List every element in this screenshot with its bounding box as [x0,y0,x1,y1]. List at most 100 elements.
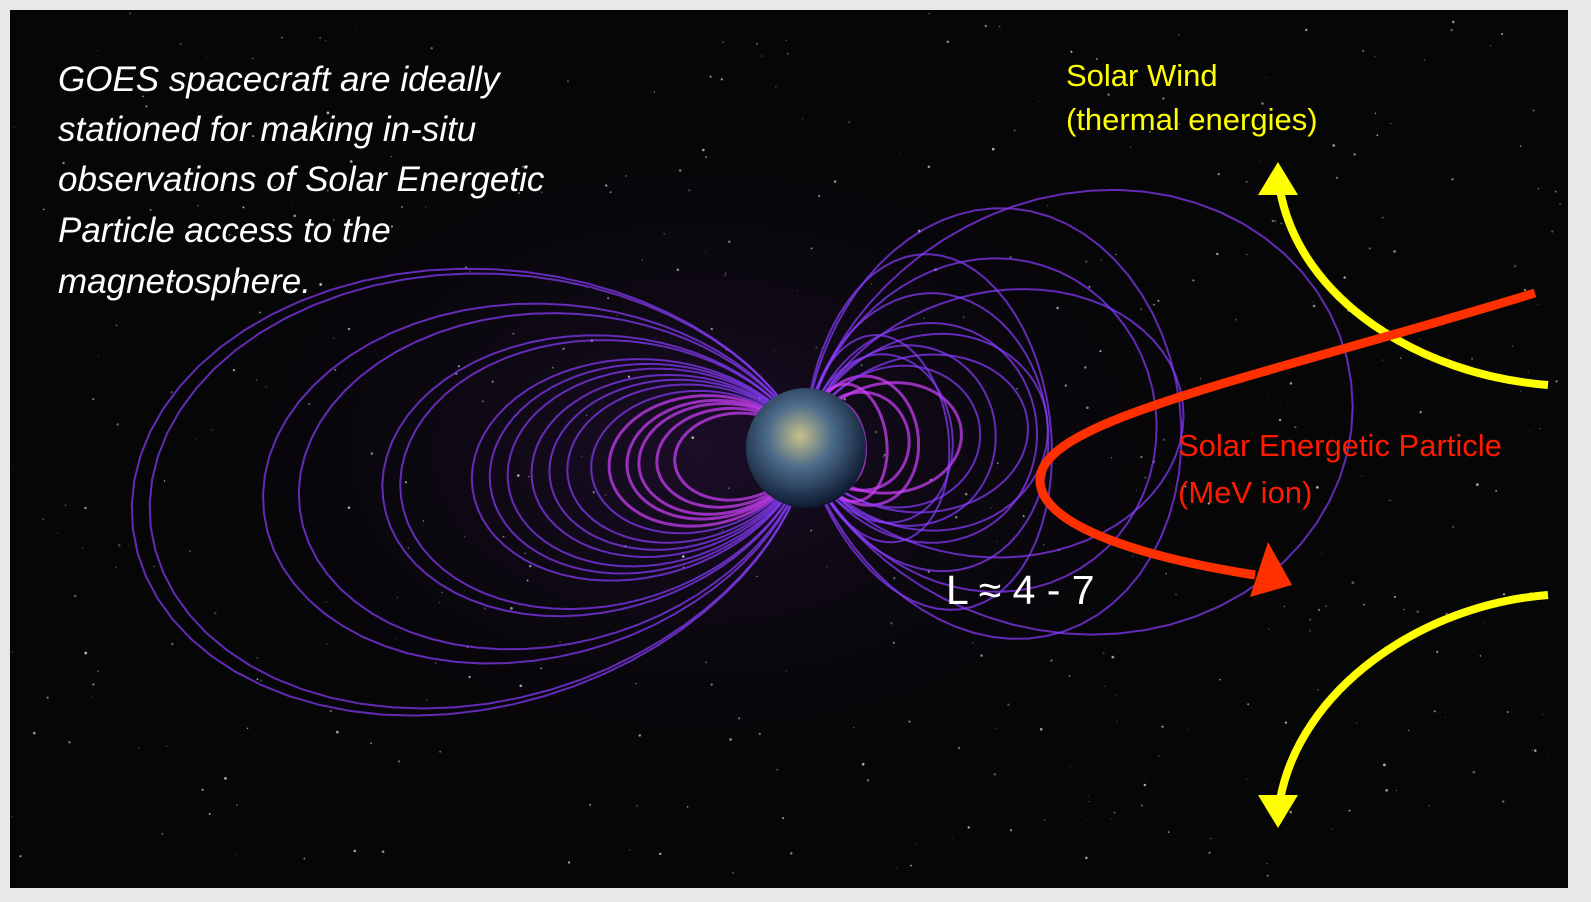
field-line [261,302,793,665]
sep-label: Solar Energetic Particle [1178,428,1502,463]
star [1312,304,1316,308]
star [985,385,987,387]
field-line [148,272,795,710]
field-line [826,390,911,492]
star [1326,793,1327,795]
star [1479,654,1482,657]
star [1356,722,1358,724]
star [1416,610,1419,613]
star [732,872,734,874]
star [32,731,36,735]
star [1144,476,1147,479]
star [996,541,998,543]
star [347,327,351,331]
star [526,579,529,582]
field-line [820,288,1185,559]
star [1325,605,1328,608]
star [19,855,22,858]
star [236,511,238,513]
star [629,849,631,851]
star [334,368,337,371]
star [1472,770,1476,774]
star [468,675,471,679]
star [325,601,327,603]
star [1069,765,1071,767]
star [404,481,408,484]
star [1088,796,1090,798]
field-line [548,378,784,551]
star [705,156,708,159]
star [654,286,655,288]
solar-wind-label: (thermal energies) [1066,102,1318,137]
star [1085,856,1088,860]
star [1542,713,1544,715]
star [231,293,233,296]
star [188,161,190,163]
star [1016,387,1018,390]
field-line [297,312,793,651]
star [723,99,725,100]
star [13,126,15,128]
star [755,42,758,45]
star [709,75,712,78]
star [1294,425,1297,429]
field-line [812,292,1050,573]
field-line [590,389,781,535]
star [252,135,255,138]
star [1385,789,1388,792]
star [1348,809,1351,812]
star [1062,187,1064,188]
star [1500,32,1504,36]
star [1219,678,1221,681]
star [1360,475,1362,477]
star [200,188,202,191]
star [1335,176,1339,179]
star [81,547,84,549]
star [149,208,152,211]
star [1068,675,1071,677]
star [438,601,441,604]
star [68,741,71,744]
star [955,516,958,519]
star [213,611,217,615]
star [381,850,385,853]
star [1387,500,1389,502]
star [1476,483,1479,487]
star [861,762,865,766]
star [1419,410,1422,414]
star [1547,753,1549,755]
star [779,118,781,119]
star [1495,60,1497,62]
star [25,200,27,201]
star [818,194,821,198]
star [197,204,199,207]
star [319,222,321,225]
star [1100,259,1103,261]
star [1284,721,1288,724]
star [290,202,292,204]
star [1433,710,1436,713]
star [303,857,306,860]
star [761,55,763,57]
star [137,747,140,749]
star [1393,250,1396,253]
star [46,696,49,699]
star [1383,763,1386,767]
star [1133,76,1135,78]
star [457,365,460,368]
earth [746,388,866,508]
star [789,852,793,855]
star [1376,134,1379,137]
star [228,233,231,236]
star [980,654,983,657]
star [1382,359,1384,361]
star [1046,204,1049,207]
star [73,594,77,598]
star [702,148,705,152]
star [636,804,639,807]
star [180,291,182,293]
star [97,670,99,672]
star [910,864,912,867]
star [687,548,688,549]
star [1469,615,1471,617]
